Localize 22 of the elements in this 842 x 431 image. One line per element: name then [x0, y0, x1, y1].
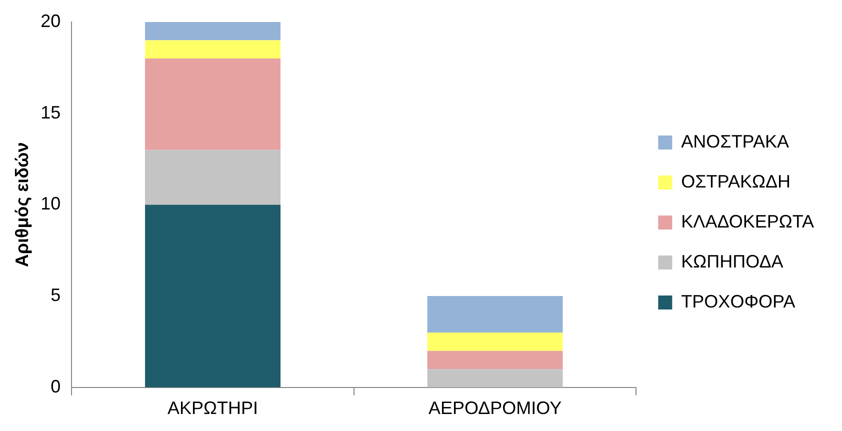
bar	[145, 204, 281, 388]
legend-label: ΟΣΤΡΑΚΩΔΗ	[681, 171, 790, 192]
legend-label: ΚΩΠΗΠΟΔΑ	[681, 251, 784, 272]
y-tick-label: 20	[40, 10, 61, 31]
bar	[427, 332, 563, 351]
bar	[145, 150, 281, 205]
bar	[145, 58, 281, 150]
x-tick-label: ΑΚΡΩΤΗΡΙ	[168, 398, 258, 418]
y-tick-label: 5	[50, 285, 61, 306]
bar	[427, 296, 563, 333]
bar	[145, 22, 281, 40]
bar	[427, 369, 563, 388]
y-axis-title: Αριθμός ειδών	[12, 142, 32, 268]
bar	[145, 40, 281, 59]
y-tick-label: 15	[40, 102, 61, 122]
legend-label: ΤΡΟΧΟΦΟΡΑ	[681, 291, 796, 312]
legend-label: ΑΝΟΣΤΡΑΚΑ	[681, 131, 790, 152]
bar	[427, 350, 563, 370]
legend-label: ΚΛΑΔΟΚΕΡΩΤΑ	[681, 211, 814, 232]
y-tick-label: 10	[40, 194, 61, 214]
x-tick-label: ΑΕΡΟΔΡΟΜΙΟΥ	[428, 398, 562, 418]
y-tick-label: 0	[50, 376, 61, 396]
